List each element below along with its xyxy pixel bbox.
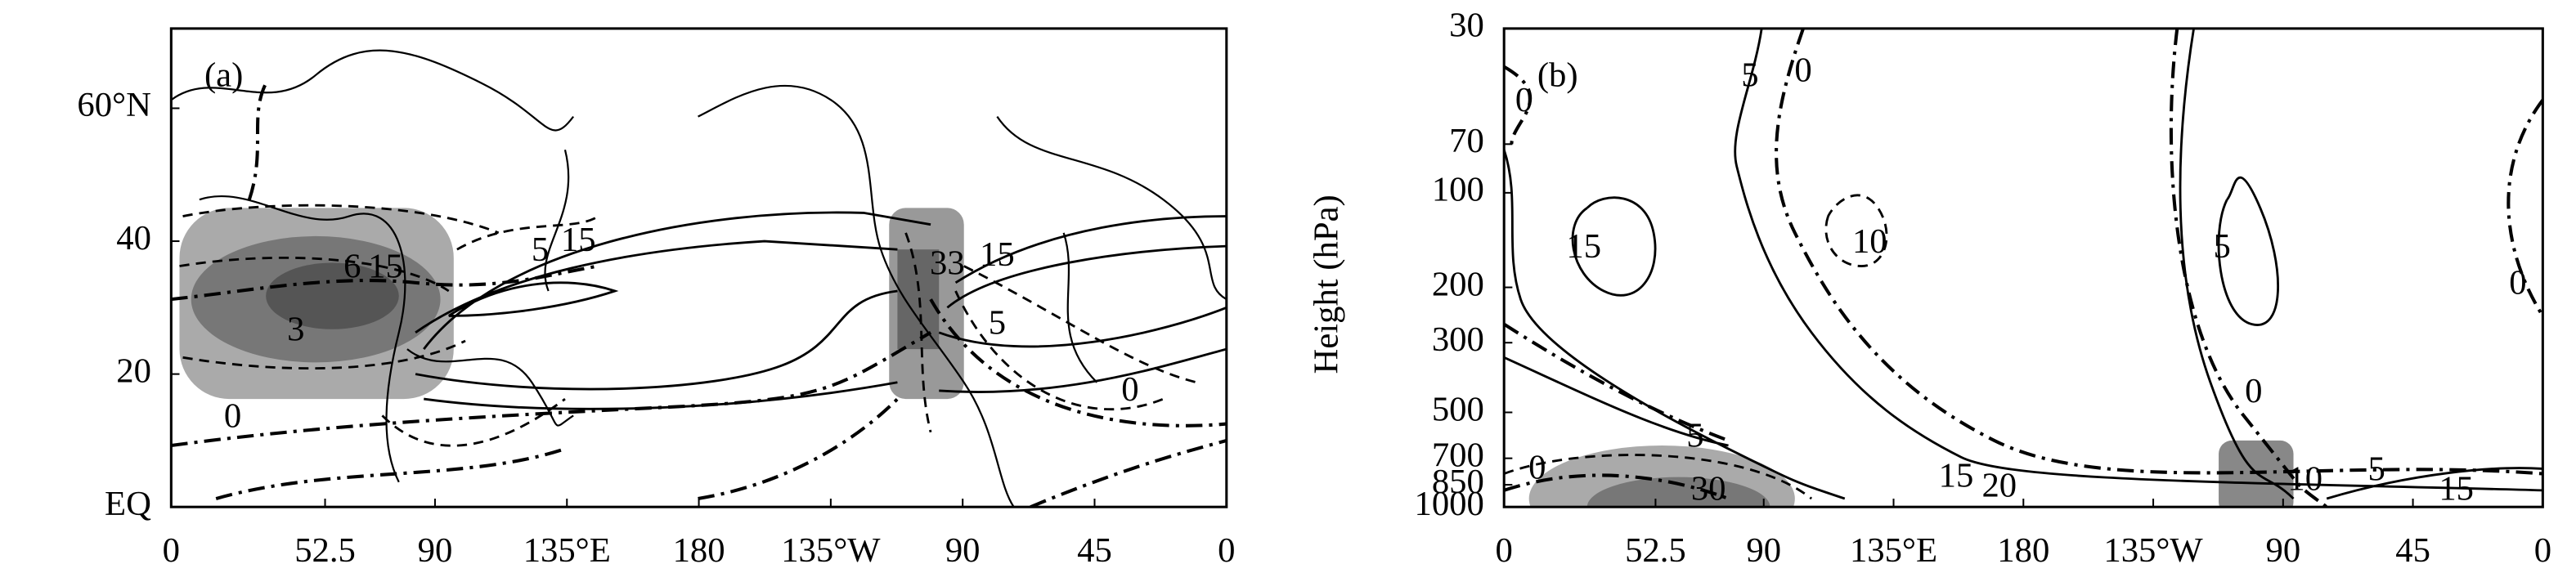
contour-label: 0 [1121,370,1138,409]
contour-label: 33 [930,244,965,282]
x-tick-label: 45 [1077,531,1112,570]
x-tick-label: 52.5 [294,531,356,570]
x-tick-label: 0 [1218,531,1235,570]
shading [1586,477,1770,508]
y-tick-label: 200 [1432,265,1484,303]
contour-zero [171,83,1227,508]
contour-dashed [179,204,1197,447]
y-tick-label: 850 [1432,463,1484,501]
contour-label: 15 [368,247,403,285]
contour-solid [1504,28,2543,500]
shading [266,262,399,329]
y-tick-label: 20 [116,351,151,390]
y-tick-label: 500 [1432,390,1484,428]
x-tick-label: 0 [1496,531,1513,570]
contour-label: 5 [1741,56,1758,95]
x-tick-label: 135°W [781,531,881,570]
x-tick-label: 135°E [523,531,611,570]
y-tick-label: 300 [1432,320,1484,359]
contour-label: 5 [2213,227,2230,266]
contour-label: 0 [2509,264,2526,302]
contour-label: 0 [224,396,241,435]
contour-label: 15 [1939,456,1974,495]
contour-label: 20 [1981,467,2017,505]
contour-label: 0 [1515,81,1533,119]
x-tick-label: 135°E [1850,531,1937,570]
y-tick-label: 40 [116,219,151,257]
y-tick-label: 60°N [77,86,151,124]
contour-label: 10 [1852,222,1887,261]
y-tick-label: 70 [1449,122,1484,160]
x-tick-label: 180 [1997,531,2049,570]
contour-label: 0 [1794,51,1811,90]
x-tick-label: 90 [945,531,981,570]
contour-label: 5 [1686,417,1703,455]
y-tick-label: 30 [1449,7,1484,45]
x-tick-label: 52.5 [1625,531,1686,570]
y-tick-label: 1000 [1414,485,1483,523]
x-tick-label: 0 [163,531,180,570]
y-tick-label: EQ [105,485,151,523]
contour-label: 10 [2287,460,2322,499]
contour-label: 15 [980,235,1015,274]
contour-label: 0 [2245,372,2262,410]
panel-label: (a) [204,56,243,95]
x-tick-label: 45 [2395,531,2430,570]
contour-dashed [1504,194,1888,500]
contour-label: 15 [2439,470,2474,508]
x-tick-label: 0 [2534,531,2551,570]
contour-label: 5 [989,303,1006,342]
panel-a-field [171,49,1227,508]
contour-label: 30 [1691,470,1726,508]
x-tick-label: 90 [418,531,453,570]
contour-label: 5 [532,231,549,269]
contour-label: 15 [1566,227,1601,266]
contour-zero [1504,28,2543,508]
y-tick-label: 700 [1432,436,1484,474]
x-tick-label: 90 [2265,531,2300,570]
y-tick-label: 100 [1432,171,1484,209]
x-tick-label: 135°W [2103,531,2203,570]
panel-b-field [1504,28,2543,508]
contour-label: 0 [1528,448,1546,486]
plot-frame [1502,27,2544,508]
contour-label: 6 [343,247,361,285]
x-tick-label: 180 [673,531,725,570]
contour-label: 5 [2367,450,2385,488]
contour-label: 15 [561,221,596,259]
contour-label: 3 [287,311,304,349]
y-axis-label: Height (hPa) [1308,195,1346,374]
x-tick-label: 90 [1746,531,1781,570]
panel-label: (b) [1537,56,1578,95]
